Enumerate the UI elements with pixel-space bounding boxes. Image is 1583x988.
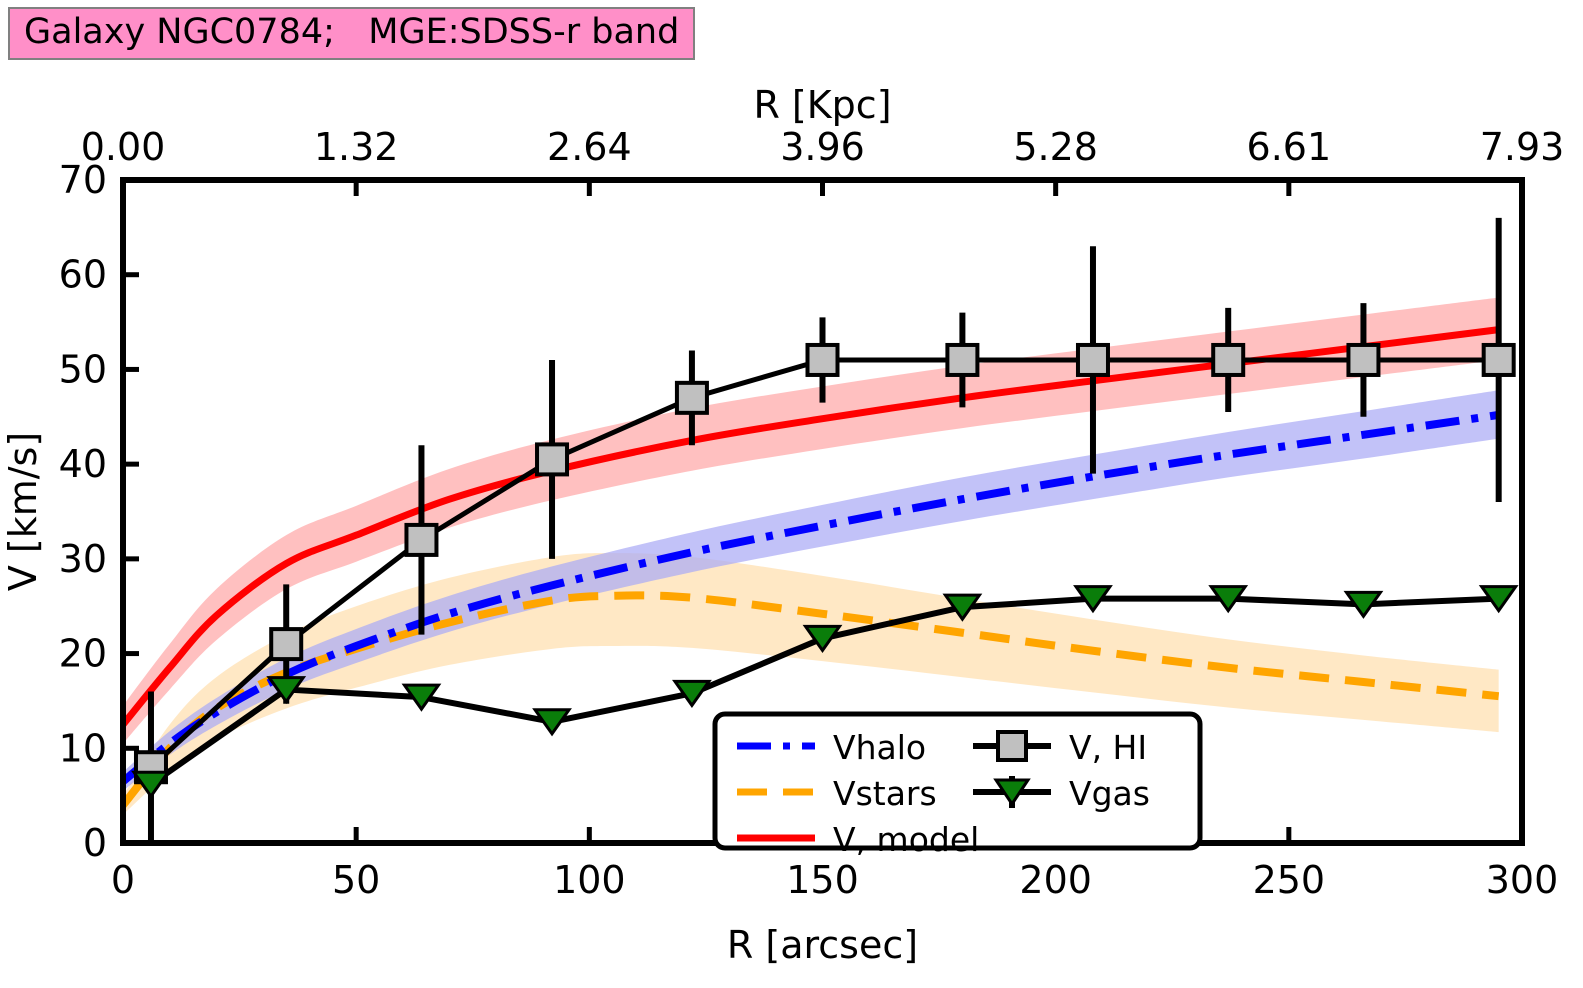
xtick-label-bottom: 50 [332, 858, 380, 902]
legend-marker-triangle [993, 778, 1031, 807]
xtick-label-bottom: 0 [111, 858, 135, 902]
xaxis-label-bottom: R [arcsec] [727, 923, 918, 967]
vhi-marker-square [404, 522, 439, 557]
vhi-marker-square [1211, 342, 1246, 377]
vgas-marker-triangle [1208, 585, 1249, 614]
legend-label: V, HI [1069, 728, 1147, 767]
vhi-marker-square [945, 342, 980, 377]
xtick-label-top: 1.32 [314, 125, 399, 169]
xaxis-label-top: R [Kpc] [753, 83, 891, 127]
vhi-marker-square [805, 342, 840, 377]
xtick-label-top: 2.64 [547, 125, 632, 169]
legend-entry: Vgas [973, 774, 1150, 813]
legend-label: Vstars [833, 774, 937, 813]
legend-entry: V, model [737, 820, 979, 859]
xtick-label-top: 5.28 [1013, 125, 1098, 169]
vgas-marker-triangle [1478, 585, 1519, 614]
legend-label: V, model [833, 820, 979, 859]
legend-entry: Vhalo [737, 728, 926, 767]
vgas-marker-triangle [672, 679, 712, 708]
legend-label: Vhalo [833, 728, 926, 767]
xtick-label-bottom: 300 [1486, 858, 1559, 902]
vhi-marker-square [1346, 342, 1381, 377]
xtick-label-bottom: 250 [1253, 858, 1326, 902]
xtick-label-bottom: 100 [553, 858, 626, 902]
legend-marker-square [996, 730, 1028, 762]
xtick-label-top: 3.96 [780, 125, 865, 169]
vgas-marker-triangle [401, 683, 442, 712]
xtick-label-top: 0.00 [81, 125, 166, 169]
vgas-marker-triangle [1343, 590, 1384, 619]
ytick-label: 60 [59, 253, 107, 297]
legend-label: Vgas [1069, 774, 1150, 813]
ytick-label: 10 [59, 726, 107, 770]
ytick-label: 30 [59, 537, 107, 581]
vgas-marker-triangle [532, 708, 572, 737]
chart-legend: Vhalo Vstars V, model V, HI Vgas [712, 711, 1203, 859]
yaxis-label: V [km/s] [1, 432, 45, 591]
vhi-marker-square [1481, 342, 1516, 377]
vgas-marker-triangle [1073, 585, 1113, 614]
ytick-label: 40 [59, 442, 107, 486]
chart-title-banner: Galaxy NGC0784; MGE:SDSS-r band [8, 7, 696, 61]
ytick-label: 0 [83, 821, 107, 865]
vgas-marker-triangle [131, 770, 171, 799]
vgas-marker-triangle [802, 624, 843, 654]
xtick-label-bottom: 150 [786, 858, 859, 902]
vhi-marker-square [674, 380, 709, 415]
vhi-marker-square [269, 627, 304, 662]
ytick-label: 50 [59, 347, 107, 391]
vgas-marker-triangle [266, 676, 307, 705]
vhi-marker-square [1075, 342, 1110, 377]
legend-box [712, 711, 1203, 851]
xtick-label-top: 6.61 [1247, 125, 1332, 169]
band-vhalo [123, 390, 1499, 791]
xtick-label-bottom: 200 [1019, 858, 1092, 902]
legend-entry: Vstars [737, 774, 937, 813]
ytick-label: 20 [59, 632, 107, 676]
ytick-label: 70 [59, 158, 107, 202]
xtick-label-top: 7.93 [1480, 125, 1565, 169]
vhi-marker-square [535, 442, 570, 477]
vgas-marker-triangle [942, 593, 983, 622]
legend-entry: V, HI [973, 728, 1147, 767]
observed-data [131, 217, 1519, 843]
